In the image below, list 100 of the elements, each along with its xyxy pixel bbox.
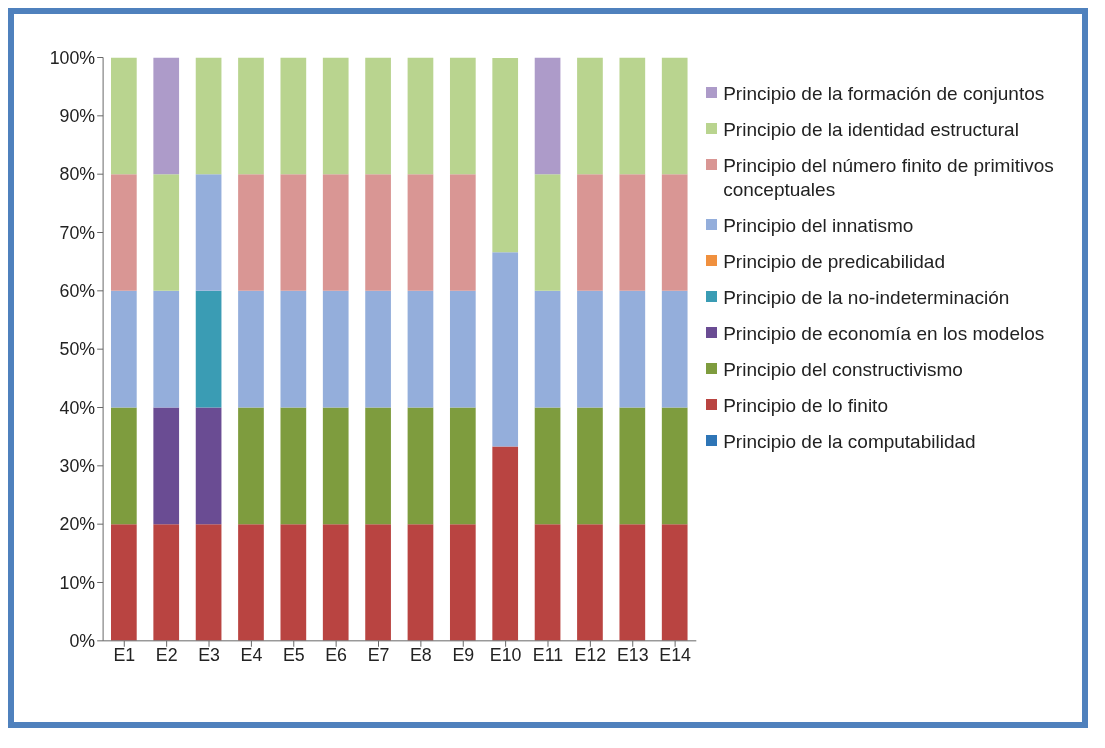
y-tick-label: 0% <box>69 631 96 652</box>
bar <box>195 174 222 291</box>
bar <box>153 524 180 641</box>
x-tick-label: E11 <box>532 645 564 666</box>
x-tick-label: E12 <box>574 645 607 666</box>
legend-label: Principio de la computabilidad <box>723 430 976 454</box>
bar <box>280 524 307 641</box>
bar <box>577 407 603 525</box>
bar <box>449 407 476 525</box>
bar <box>322 290 349 408</box>
bar <box>577 57 603 175</box>
bar <box>153 290 180 408</box>
legend-label: Principio de predicabilidad <box>723 250 945 274</box>
bar <box>534 174 561 291</box>
bar <box>238 524 264 641</box>
bar <box>407 57 434 175</box>
bar <box>238 174 264 291</box>
legend-label: Principio de economía en los modelos <box>723 322 1045 346</box>
y-tick-label: 50% <box>59 339 96 360</box>
legend-label: Principio de la formación de conjuntos <box>723 82 1045 106</box>
x-tick-label: E9 <box>452 645 475 666</box>
bar <box>449 174 476 291</box>
bar <box>322 524 349 641</box>
x-tick-label: E8 <box>410 645 432 666</box>
bar <box>365 524 391 641</box>
bar <box>661 290 688 408</box>
bar <box>619 57 646 175</box>
x-tick-label: E5 <box>282 645 305 666</box>
bar <box>534 57 561 175</box>
bar <box>111 57 137 175</box>
bar <box>661 524 688 641</box>
bar <box>492 252 519 447</box>
bar <box>280 290 307 408</box>
bar <box>195 407 222 525</box>
x-tick-label: E14 <box>659 645 692 666</box>
bar <box>534 407 561 525</box>
bar <box>619 407 646 525</box>
bar <box>661 174 688 291</box>
bar <box>407 524 434 641</box>
bar <box>280 57 307 175</box>
bar <box>407 407 434 525</box>
bar <box>407 290 434 408</box>
bar <box>449 57 476 175</box>
bar <box>111 174 137 291</box>
bar <box>111 290 137 408</box>
bar <box>534 524 561 641</box>
bar <box>280 407 307 525</box>
bar <box>534 290 561 408</box>
y-tick-label: 100% <box>49 47 96 68</box>
legend-label: Principio de la no-indeterminación <box>723 286 1010 310</box>
legend-label: Principio de lo finito <box>723 394 888 418</box>
x-tick-label: E3 <box>198 645 221 666</box>
bar <box>238 407 264 525</box>
bar <box>365 174 391 291</box>
bar <box>322 407 349 525</box>
bar <box>280 174 307 291</box>
bar <box>195 524 222 641</box>
bar <box>365 407 391 525</box>
bar <box>661 57 688 175</box>
bar <box>195 57 222 175</box>
legend-label: Principio del innatismo <box>723 214 914 238</box>
y-tick-label: 60% <box>59 281 96 302</box>
x-tick-label: E6 <box>325 645 348 666</box>
x-tick-label: E2 <box>155 645 178 666</box>
x-tick-label: E1 <box>113 645 136 666</box>
bar <box>619 290 646 408</box>
bar <box>153 174 180 291</box>
bar <box>365 57 391 175</box>
bar <box>619 174 646 291</box>
legend-label: Principio del número finito de primitivos conceptuales <box>723 154 1055 202</box>
bar <box>111 407 137 525</box>
bar <box>153 407 180 525</box>
x-tick-label: E10 <box>489 645 522 666</box>
y-tick-label: 10% <box>59 572 96 593</box>
legend-label: Principio del constructivismo <box>723 358 963 382</box>
bar <box>365 290 391 408</box>
bar <box>111 524 137 641</box>
x-tick-label: E4 <box>240 645 263 666</box>
x-tick-label: E13 <box>616 645 649 666</box>
x-tick-label: E7 <box>367 645 390 666</box>
bar <box>577 290 603 408</box>
y-tick-label: 20% <box>59 514 96 535</box>
bar <box>407 174 434 291</box>
bar <box>195 290 222 408</box>
bar <box>661 407 688 525</box>
bar <box>492 58 519 253</box>
bar <box>449 524 476 641</box>
y-tick-label: 70% <box>59 222 96 243</box>
y-tick-label: 80% <box>59 164 96 185</box>
y-tick-label: 40% <box>59 397 96 418</box>
bar <box>322 174 349 291</box>
bar <box>322 57 349 175</box>
legend-label: Principio de la identidad estructural <box>723 118 1019 142</box>
bar <box>238 57 264 175</box>
bar <box>492 446 519 641</box>
y-tick-label: 90% <box>59 106 96 127</box>
bar <box>577 524 603 641</box>
bar <box>619 524 646 641</box>
y-tick-label: 30% <box>59 456 96 477</box>
bar <box>238 290 264 408</box>
